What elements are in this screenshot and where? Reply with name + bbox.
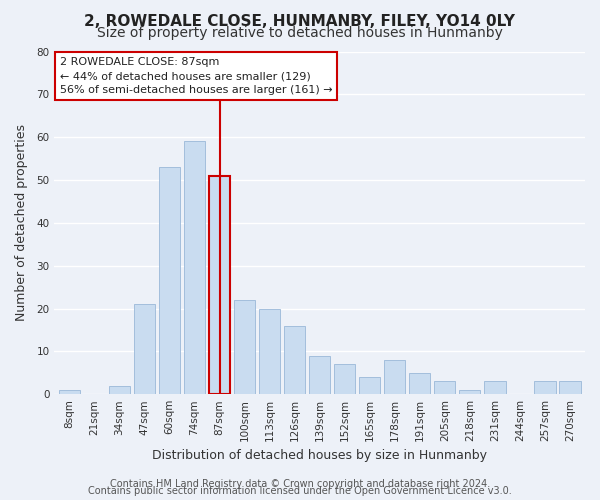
Bar <box>134 304 155 394</box>
Bar <box>334 364 355 394</box>
Bar <box>434 382 455 394</box>
Bar <box>284 326 305 394</box>
Text: 2, ROWEDALE CLOSE, HUNMANBY, FILEY, YO14 0LY: 2, ROWEDALE CLOSE, HUNMANBY, FILEY, YO14… <box>85 14 515 29</box>
Bar <box>484 382 506 394</box>
Bar <box>234 300 255 394</box>
Y-axis label: Number of detached properties: Number of detached properties <box>15 124 28 322</box>
Bar <box>459 390 481 394</box>
Bar <box>409 373 430 394</box>
Text: 2 ROWEDALE CLOSE: 87sqm
← 44% of detached houses are smaller (129)
56% of semi-d: 2 ROWEDALE CLOSE: 87sqm ← 44% of detache… <box>59 56 332 96</box>
Bar <box>259 308 280 394</box>
Bar <box>109 386 130 394</box>
Bar <box>359 377 380 394</box>
Bar <box>209 176 230 394</box>
Bar <box>384 360 406 394</box>
Text: Contains HM Land Registry data © Crown copyright and database right 2024.: Contains HM Land Registry data © Crown c… <box>110 479 490 489</box>
Text: Size of property relative to detached houses in Hunmanby: Size of property relative to detached ho… <box>97 26 503 40</box>
Bar <box>309 356 330 394</box>
Bar <box>159 167 180 394</box>
Bar <box>59 390 80 394</box>
Bar <box>559 382 581 394</box>
X-axis label: Distribution of detached houses by size in Hunmanby: Distribution of detached houses by size … <box>152 450 487 462</box>
Bar <box>209 176 230 394</box>
Bar <box>535 382 556 394</box>
Text: Contains public sector information licensed under the Open Government Licence v3: Contains public sector information licen… <box>88 486 512 496</box>
Bar <box>184 142 205 394</box>
